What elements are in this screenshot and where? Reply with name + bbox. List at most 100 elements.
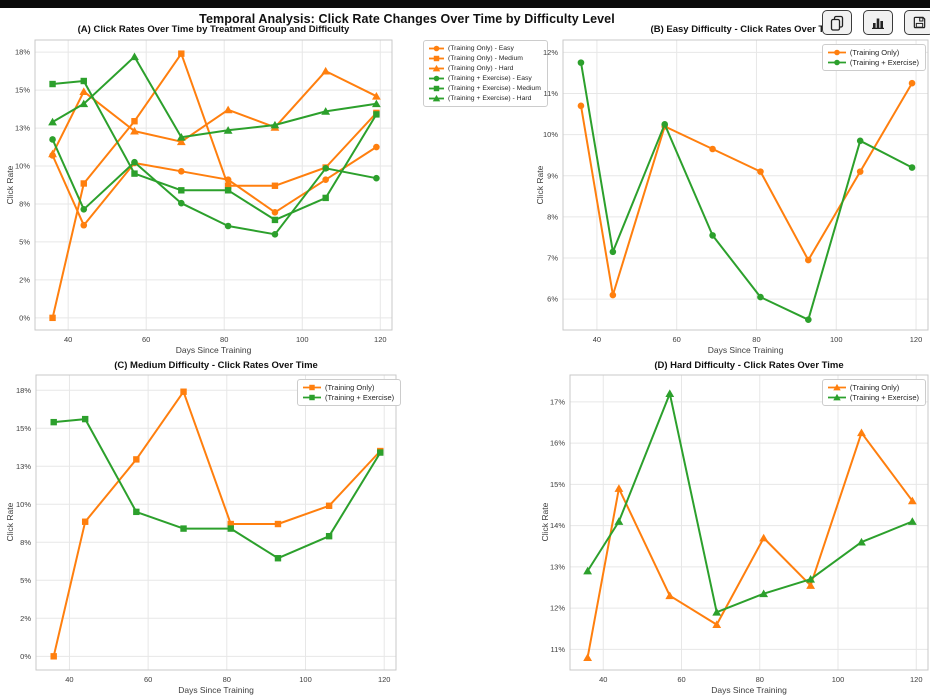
subplot-b-plot: 40 60 80 100 120 6% 7% 8% 9% 10% 11% 12% — [543, 39, 929, 344]
svg-text:18%: 18% — [15, 48, 30, 57]
svg-text:15%: 15% — [16, 424, 31, 433]
circle-legend-marker-icon — [429, 45, 444, 52]
subplot-b-xlabel: Days Since Training — [707, 345, 784, 355]
svg-text:40: 40 — [65, 675, 73, 684]
legend-item: (Training Only) - Medium — [429, 54, 541, 63]
subplot-d-xlabel: Days Since Training — [711, 685, 787, 695]
legend-item: (Training + Exercise) — [827, 393, 919, 402]
legend-item: (Training Only) — [827, 48, 919, 57]
triangle-legend-marker-icon — [429, 94, 444, 102]
circle-legend-marker-icon — [827, 59, 846, 66]
save-icon — [913, 16, 925, 29]
subplot-d: (D) Hard Difficulty - Click Rates Over T… — [465, 355, 930, 699]
svg-text:17%: 17% — [550, 397, 565, 406]
legend-item-label: (Training + Exercise) — [849, 58, 919, 67]
legend-item-label: (Training Only) - Medium — [448, 55, 523, 62]
svg-text:80: 80 — [752, 335, 760, 344]
svg-text:80: 80 — [223, 675, 231, 684]
legend-item: (Training Only) — [303, 383, 394, 392]
square-legend-marker-icon — [429, 85, 444, 92]
svg-text:12%: 12% — [550, 604, 565, 613]
triangle-legend-marker-icon — [827, 383, 846, 391]
svg-text:2%: 2% — [20, 614, 31, 623]
svg-text:8%: 8% — [19, 200, 30, 209]
legend-item-label: (Training Only) — [849, 48, 900, 57]
subplot-d-legend: (Training Only) (Training + Exercise) — [821, 379, 926, 406]
legend-item: (Training Only) - Hard — [429, 64, 541, 73]
svg-text:13%: 13% — [550, 562, 565, 571]
svg-text:7%: 7% — [547, 254, 558, 263]
svg-text:100: 100 — [830, 335, 843, 344]
svg-text:6%: 6% — [547, 295, 558, 304]
subplot-a-plot: 40 60 80 100 120 0% 2% 5% 8% 10% 13% 15% 18% — [15, 39, 393, 344]
svg-text:15%: 15% — [15, 86, 30, 95]
subplot-c: (C) Medium Difficulty - Click Rates Over… — [0, 355, 465, 699]
svg-text:60: 60 — [673, 335, 681, 344]
svg-text:40: 40 — [64, 335, 72, 344]
svg-text:80: 80 — [756, 675, 764, 684]
svg-text:0%: 0% — [19, 313, 30, 322]
subplot-b-title: (B) Easy Difficulty - Click Rates Over T… — [650, 24, 841, 35]
svg-text:120: 120 — [374, 335, 387, 344]
legend-item-label: (Training Only) - Easy — [448, 45, 514, 52]
svg-text:18%: 18% — [16, 386, 31, 395]
svg-text:9%: 9% — [547, 171, 558, 180]
legend-item: (Training Only) - Easy — [429, 44, 541, 53]
legend-item-label: (Training + Exercise) — [849, 393, 919, 402]
subplot-d-title: (D) Hard Difficulty - Click Rates Over T… — [654, 360, 844, 371]
svg-text:13%: 13% — [15, 124, 30, 133]
svg-text:100: 100 — [296, 335, 309, 344]
copy-button[interactable] — [822, 10, 852, 35]
svg-text:40: 40 — [593, 335, 601, 344]
legend-item: (Training + Exercise) - Medium — [429, 84, 541, 93]
subplot-a-legend: (Training Only) - Easy (Training Only) - … — [423, 40, 548, 107]
legend-item-label: (Training Only) - Hard — [448, 65, 514, 72]
svg-text:40: 40 — [599, 675, 607, 684]
svg-text:60: 60 — [677, 675, 685, 684]
svg-text:11%: 11% — [544, 89, 559, 98]
svg-text:60: 60 — [142, 335, 150, 344]
legend-item: (Training + Exercise) — [827, 58, 919, 67]
svg-text:16%: 16% — [550, 439, 565, 448]
svg-text:8%: 8% — [547, 212, 558, 221]
subplot-a-xlabel: Days Since Training — [175, 345, 252, 355]
svg-text:100: 100 — [299, 675, 312, 684]
save-button[interactable] — [904, 10, 930, 35]
legend-item-label: (Training + Exercise) — [325, 393, 395, 402]
svg-text:120: 120 — [910, 675, 923, 684]
svg-text:120: 120 — [378, 675, 391, 684]
subplot-d-plot: 40 60 80 100 120 11% 12% 13% 14% 15% 16% 17% — [550, 374, 929, 684]
svg-text:15%: 15% — [550, 480, 565, 489]
square-legend-marker-icon — [429, 55, 444, 62]
legend-item-label: (Training + Exercise) - Medium — [448, 85, 541, 92]
legend-item: (Training + Exercise) - Hard — [429, 94, 541, 103]
circle-legend-marker-icon — [429, 75, 444, 82]
svg-text:13%: 13% — [16, 462, 31, 471]
legend-item: (Training + Exercise) — [303, 393, 394, 402]
subplot-c-legend: (Training Only) (Training + Exercise) — [297, 379, 402, 406]
subplot-c-title: (C) Medium Difficulty - Click Rates Over… — [114, 360, 318, 371]
square-legend-marker-icon — [303, 384, 321, 391]
svg-text:100: 100 — [832, 675, 845, 684]
svg-text:60: 60 — [144, 675, 152, 684]
chart-button[interactable] — [863, 10, 893, 35]
page-title: Temporal Analysis: Click Rate Changes Ov… — [199, 12, 615, 26]
svg-text:0%: 0% — [20, 652, 31, 661]
svg-text:12%: 12% — [543, 48, 558, 57]
legend-item-label: (Training Only) — [849, 383, 900, 392]
subplot-c-plot: 40 60 80 100 120 0% 2% 5% 8% 10% 13% 15% 18% — [16, 374, 397, 684]
svg-text:80: 80 — [220, 335, 228, 344]
triangle-legend-marker-icon — [827, 393, 846, 401]
svg-text:14%: 14% — [550, 521, 565, 530]
svg-text:120: 120 — [910, 335, 923, 344]
triangle-legend-marker-icon — [429, 64, 444, 72]
subplot-a-title: (A) Click Rates Over Time by Treatment G… — [77, 24, 350, 35]
subplot-b: (B) Easy Difficulty - Click Rates Over T… — [465, 20, 930, 365]
svg-text:11%: 11% — [551, 645, 566, 654]
square-legend-marker-icon — [303, 394, 321, 401]
svg-text:5%: 5% — [19, 238, 30, 247]
legend-item-label: (Training Only) — [325, 383, 375, 392]
subplot-c-xlabel: Days Since Training — [178, 685, 254, 695]
circle-legend-marker-icon — [827, 49, 846, 56]
bar-chart-icon — [872, 18, 884, 29]
